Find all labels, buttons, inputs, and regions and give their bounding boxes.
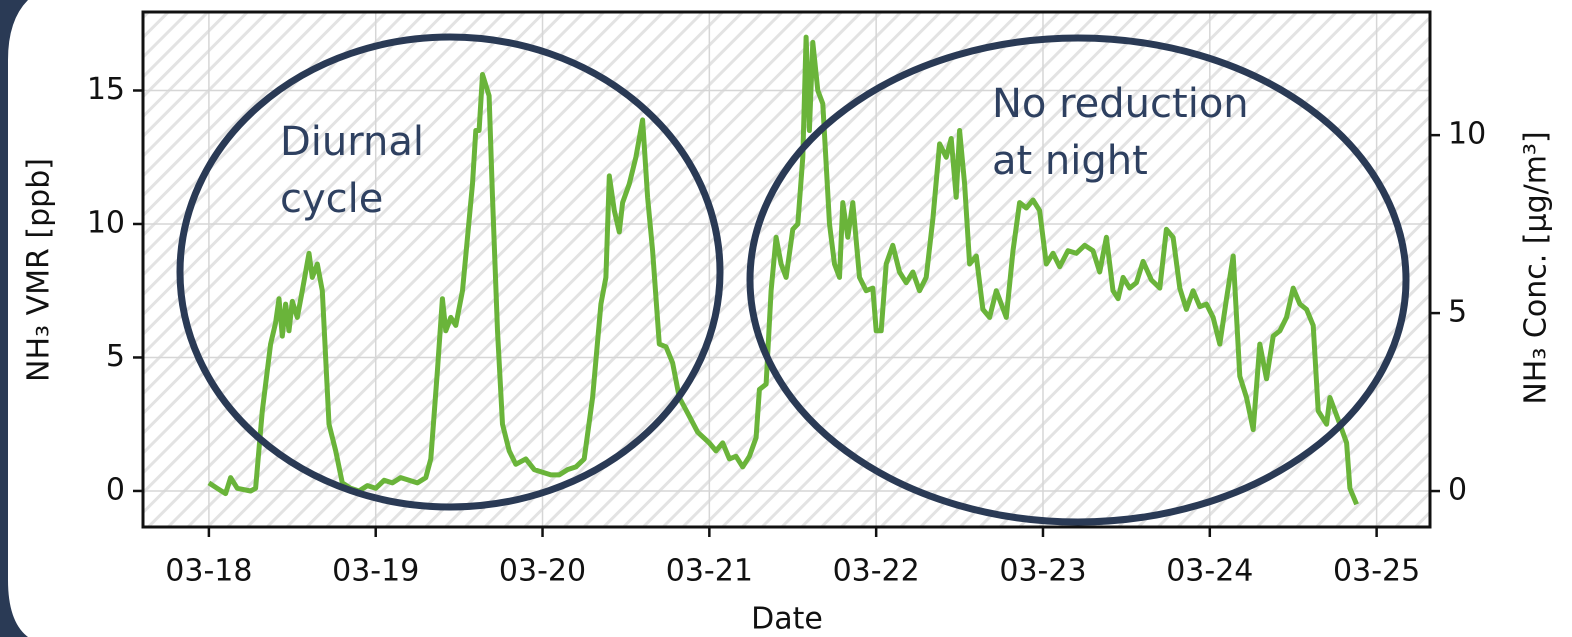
x-tick-label: 03-25 bbox=[1333, 554, 1420, 589]
x-tick-label: 03-18 bbox=[165, 554, 252, 589]
highlight-ellipse bbox=[746, 34, 1410, 526]
annotation: at night bbox=[992, 138, 1148, 184]
series bbox=[207, 34, 1359, 506]
y2-tick-label: 5 bbox=[1448, 295, 1467, 330]
x-tick-label: 03-24 bbox=[1166, 554, 1253, 589]
annotation: cycle bbox=[280, 176, 383, 222]
x-axis-label: Date bbox=[751, 602, 823, 637]
y2-axis-label: NH₃ Conc. [µg/m³] bbox=[1519, 131, 1554, 404]
x-tick-label: 03-21 bbox=[666, 554, 753, 589]
slide-edge bbox=[0, 0, 28, 637]
highlight-ellipse bbox=[176, 33, 724, 511]
x-tick-label: 03-22 bbox=[833, 554, 920, 589]
annotation: Diurnal bbox=[280, 119, 424, 165]
x-tick-label: 03-19 bbox=[332, 554, 419, 589]
plot-frame bbox=[141, 10, 1432, 529]
y-axis-label: NH₃ VMR [ppb] bbox=[22, 158, 57, 382]
y2-tick-label: 0 bbox=[1448, 473, 1467, 508]
y2-tick-label: 10 bbox=[1448, 117, 1486, 152]
y-tick-label: 0 bbox=[106, 472, 125, 507]
annotation: No reduction bbox=[992, 81, 1249, 127]
y-tick-label: 15 bbox=[87, 72, 125, 107]
x-tick-label: 03-20 bbox=[499, 554, 586, 589]
x-tick-label: 03-23 bbox=[999, 554, 1086, 589]
y-tick-label: 5 bbox=[106, 339, 125, 374]
data-line bbox=[207, 34, 1359, 506]
y-tick-label: 10 bbox=[87, 205, 125, 240]
grid bbox=[143, 12, 1430, 527]
